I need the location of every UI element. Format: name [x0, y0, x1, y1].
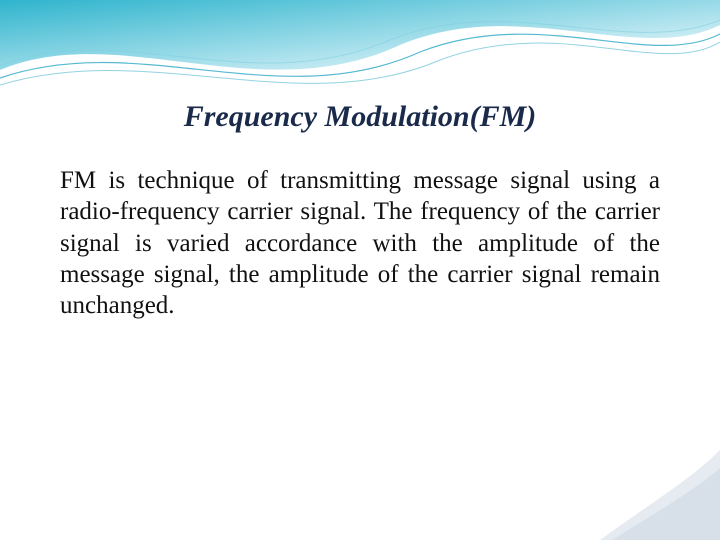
slide-body-text: FM is technique of transmitting message … — [60, 165, 660, 321]
slide: Frequency Modulation(FM) FM is technique… — [0, 0, 720, 540]
corner-decoration-bottom-right — [600, 450, 720, 540]
wave-decoration-top — [0, 0, 720, 110]
slide-title: Frequency Modulation(FM) — [0, 100, 720, 134]
